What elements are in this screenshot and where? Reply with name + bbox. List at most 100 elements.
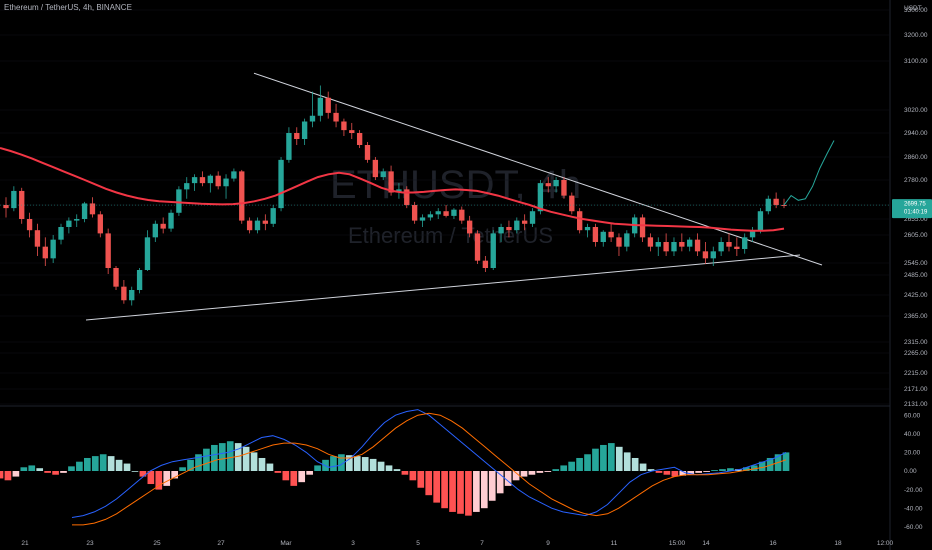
moving-average [0,147,785,232]
macd-histogram-bar [195,454,202,471]
time-tick-label: 7 [480,540,484,547]
candle-up [380,171,386,178]
macd-histogram-bar [361,457,369,471]
candle-up [451,209,457,216]
candle-up [742,237,748,249]
macd-histogram-bar [179,467,186,471]
macd-histogram-bar [663,471,671,475]
macd-histogram-bar [44,471,51,473]
time-tick-label: 12:00 [877,540,894,547]
time-tick-label: 25 [153,540,161,547]
candle-down [341,121,347,131]
price-tick-label: 2655.00 [904,216,928,223]
macd-histogram-bar [393,469,401,471]
macd-histogram-bar [91,456,99,471]
candle-up [191,177,198,184]
trendlines[interactable] [85,72,823,321]
macd-histogram-bar [409,471,417,481]
time-axis[interactable]: 21 23 25 27 Mar 3 5 7 9 11 15:00 14 16 18 12:00 [21,540,893,547]
price-tick-label: 3020.00 [904,107,928,114]
time-tick-label: 23 [86,540,94,547]
macd-histogram-bar [766,457,774,471]
macd-histogram-bar [187,459,194,471]
macd-histogram-bar [163,471,171,486]
macd-histogram-bar [274,471,282,473]
time-tick-label: 9 [546,540,550,547]
macd-histogram-bar [369,458,377,471]
price-tick-label: 2545.00 [904,260,928,267]
candle-up [749,230,756,238]
price-tick-label: 2265.00 [904,350,928,357]
candle-up [317,97,324,116]
macd-histogram-bar [536,471,544,473]
macd-histogram-bar [211,444,218,471]
macd-histogram-bar [457,471,464,514]
macd-histogram-bar [377,461,385,471]
ma-line [0,147,785,232]
candle-up [270,208,276,224]
projection-line [783,140,835,206]
candle-up [490,233,496,268]
trendline-descending-resistance[interactable] [253,72,823,266]
candle-up [152,223,158,238]
candle-down [325,97,331,113]
candle-down [734,246,740,249]
macd-histogram-bar [742,467,750,471]
candle-up [254,220,261,231]
macd-histogram-bar [171,471,179,479]
macd-histogram-bar [242,446,250,471]
candle-down [561,180,567,196]
macd-histogram-bar [473,471,480,512]
macd-histogram-bar [488,471,496,501]
macd-histogram-bar [687,471,695,475]
currency-label: USDT [904,5,922,12]
price-tick-label: 2860.00 [904,154,928,161]
macd-histogram-bar [99,454,107,471]
price-axis[interactable]: 3300.00 3200.00 3100.00 3020.00 2940.00 2860.… [904,7,928,408]
candle-up [136,270,143,290]
candle-down [349,130,355,133]
price-tick-label: 2425.00 [904,292,928,299]
time-tick-label: 3 [351,540,355,547]
candle-down [89,203,96,215]
time-tick-label: 21 [21,540,29,547]
candle-up [427,214,434,218]
macd-histogram-bar [639,463,647,471]
macd-histogram-bar [600,444,607,471]
time-tick-label: 18 [834,540,842,547]
candle-down [569,195,575,212]
macd-histogram-bar [711,470,718,471]
candle-down [42,246,48,259]
macd-histogram-bar [584,454,591,471]
candle-up [81,203,88,219]
macd-histogram-bar [28,465,36,471]
candle-up [58,227,64,240]
price-tick-label: 2171.00 [904,386,928,393]
macd-histogram-bar [345,455,353,471]
macd-histogram-bar [385,465,393,471]
candle-up [435,211,441,215]
macd-pane [0,409,790,526]
candle-down [694,239,701,252]
candle-down [679,242,685,247]
candle-down [577,211,583,231]
macd-tick-label: -40.00 [904,505,923,512]
macd-histogram-bar [480,471,488,509]
candle-up [529,211,536,224]
price-tick-label: 2940.00 [904,130,928,137]
macd-histogram-bar [338,454,345,471]
macd-histogram-bar [250,452,258,471]
candle-up [419,217,426,221]
trendline-ascending-support[interactable] [85,254,801,321]
last-price-tag: 2699.75 01:40:19 [892,199,932,219]
candle-up [66,220,72,227]
candle-up [50,239,56,259]
candle-down [608,231,614,238]
candle-down [639,217,646,238]
candle-up [278,159,284,209]
candle-down [521,220,528,224]
watermark-ticker: ETHUSDT, 4h [330,163,581,207]
candle-up [301,121,308,139]
candle-down [199,177,206,184]
